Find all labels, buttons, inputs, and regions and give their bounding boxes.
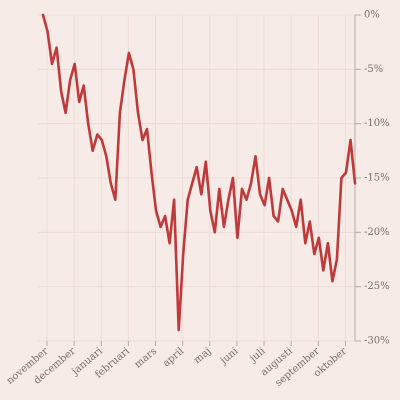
y-tick-label: -10%	[364, 118, 390, 129]
y-tick-label: -5%	[364, 64, 383, 75]
y-tick-label: -20%	[364, 227, 390, 238]
y-tick-label: -15%	[364, 173, 390, 184]
y-tick-label: -30%	[364, 336, 390, 347]
y-tick-label: -25%	[364, 281, 390, 292]
y-tick-label: 0%	[364, 10, 380, 21]
line-series	[41, 13, 357, 332]
